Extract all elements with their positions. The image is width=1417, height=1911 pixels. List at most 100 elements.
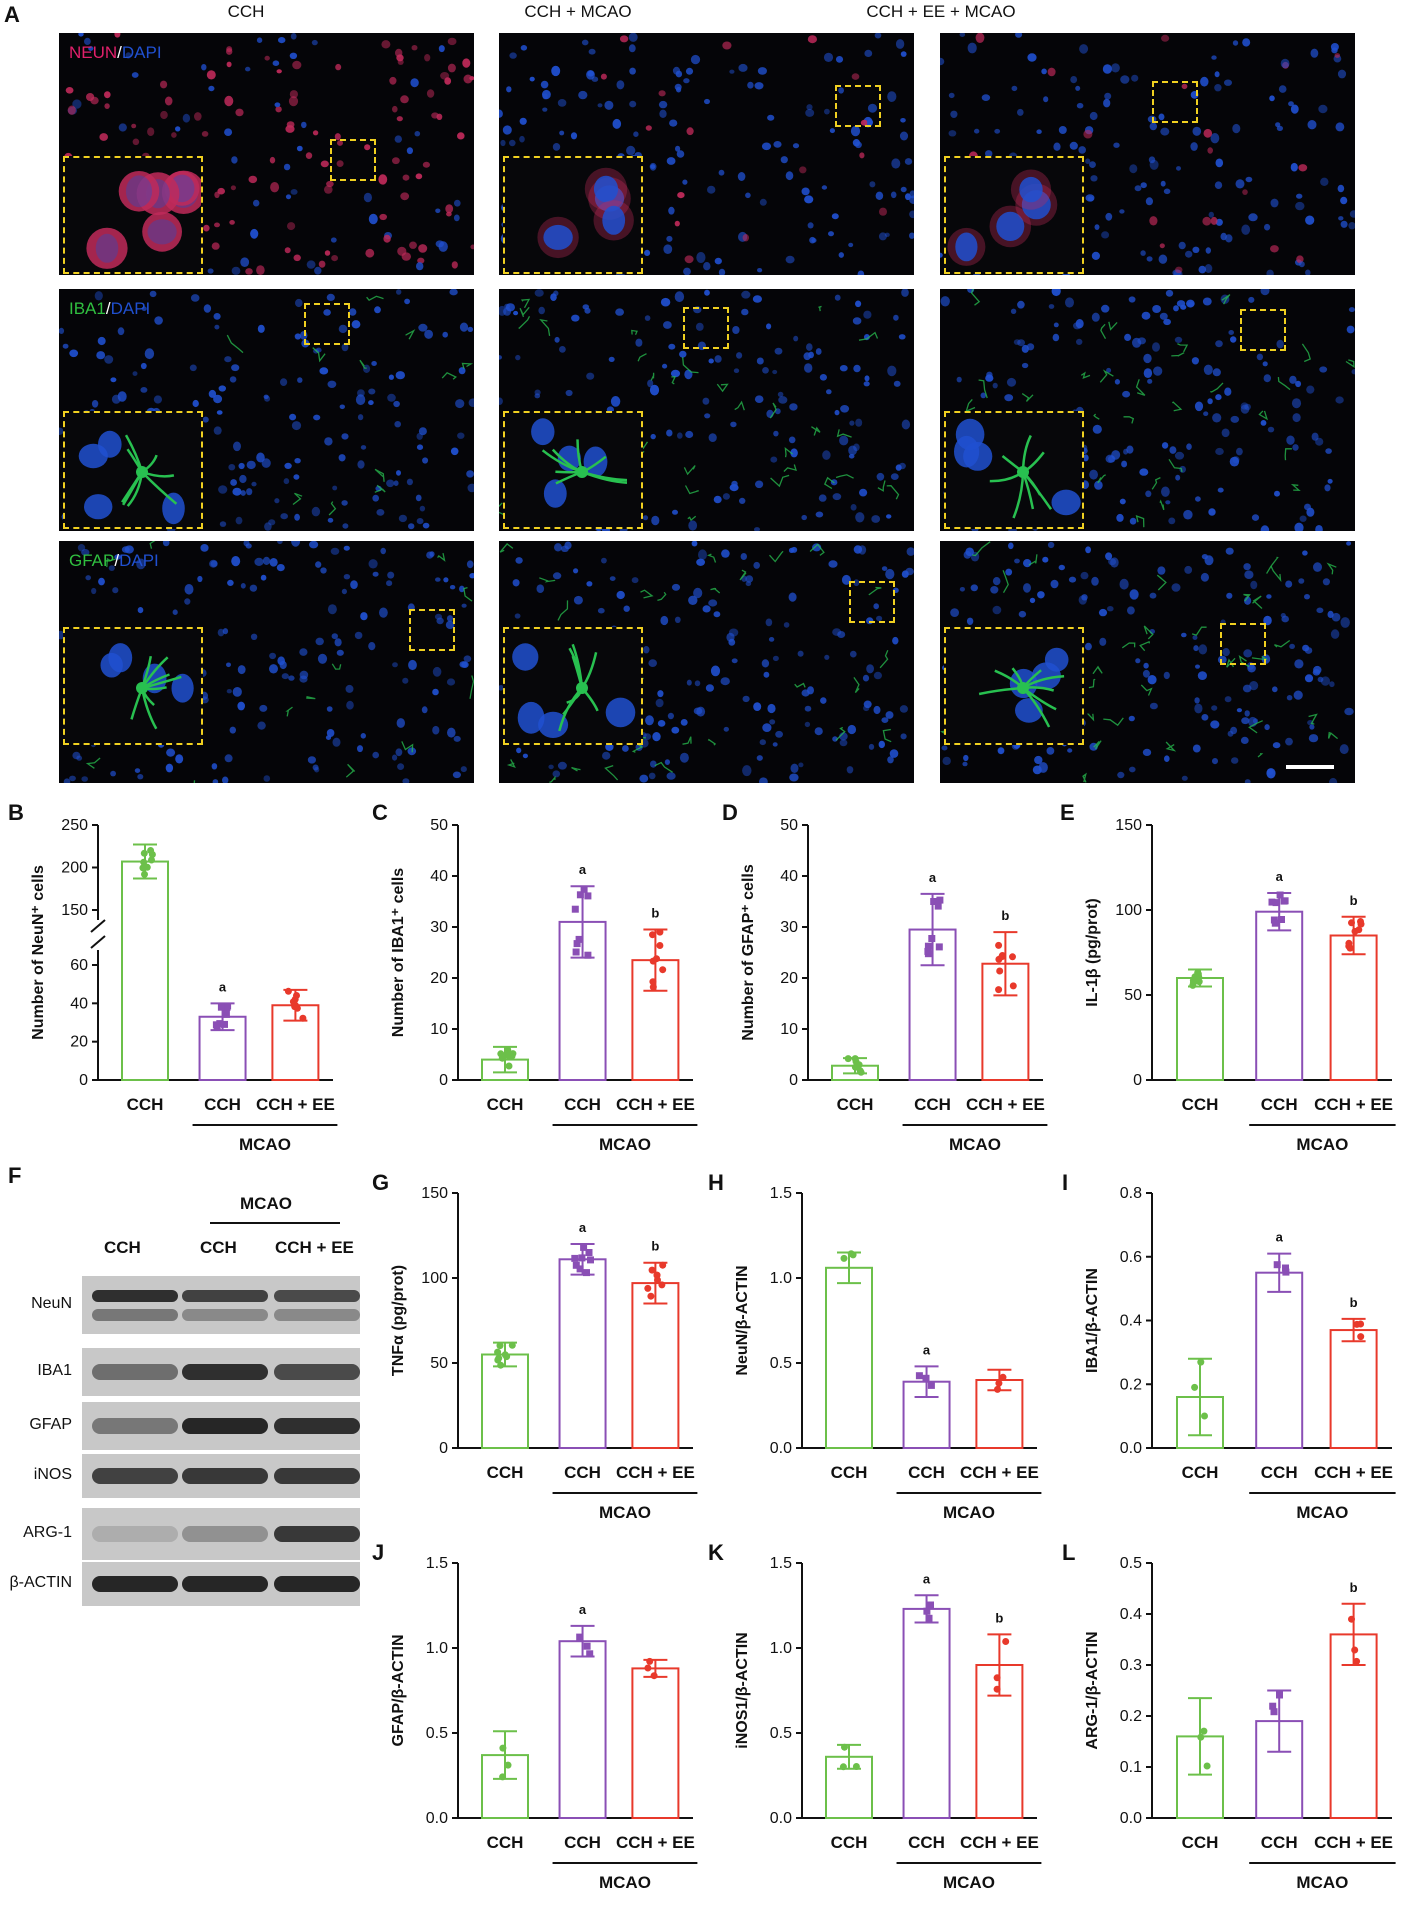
x-tick-label: CCH (487, 1463, 524, 1482)
data-point (494, 1348, 502, 1356)
x-tick-label: CCH + EE (960, 1833, 1039, 1852)
x-tick-label: CCH + EE (966, 1095, 1045, 1114)
magnified-inset (63, 627, 203, 745)
bar (481, 1353, 529, 1449)
data-point (1269, 1702, 1277, 1710)
panel-letter-g: G (372, 1170, 390, 1195)
data-point (289, 998, 297, 1006)
data-point (923, 1607, 931, 1615)
group-label: MCAO (599, 1503, 651, 1522)
significance-letter: a (579, 862, 587, 877)
y-tick-label: 30 (780, 919, 798, 936)
significance-letter: b (1350, 1580, 1358, 1595)
data-point (1280, 897, 1288, 905)
x-tick-label: CCH (1261, 1833, 1298, 1852)
wb-band-strip (82, 1508, 360, 1560)
chart-iba1-cells: 0 10 20 30 40 50 Number of IBA1⁺ cells CCH a CCH b… (390, 817, 698, 1154)
data-point (1276, 1691, 1283, 1699)
wb-band (274, 1418, 360, 1434)
wb-band (274, 1309, 360, 1322)
data-point (585, 1249, 593, 1256)
wb-band-label: GFAP (29, 1416, 72, 1433)
data-point (1272, 899, 1280, 907)
data-point (583, 1642, 591, 1650)
magnified-inset (503, 156, 643, 274)
data-point (572, 948, 580, 956)
data-point (658, 1281, 666, 1289)
bar (825, 1266, 873, 1449)
data-point (497, 1361, 505, 1369)
y-tick-label: 0 (1133, 1072, 1142, 1089)
panel-letter-k: K (708, 1540, 724, 1565)
x-tick-label: CCH (831, 1463, 868, 1482)
y-tick-label: 1.5 (770, 1185, 792, 1202)
data-point (1197, 1733, 1205, 1741)
data-point (1357, 1320, 1365, 1328)
bar (1255, 1271, 1304, 1449)
scale-bar (1286, 765, 1334, 769)
data-point (580, 885, 588, 893)
micrograph-gfap-col3 (940, 541, 1355, 783)
wb-band (182, 1364, 268, 1380)
wb-band (182, 1418, 268, 1434)
wb-band (92, 1290, 178, 1303)
y-tick-label: 0.0 (770, 1440, 792, 1457)
data-point (654, 1276, 661, 1284)
x-tick-label: CCH + EE (1314, 1463, 1393, 1482)
wb-band (92, 1468, 178, 1484)
wb-band (92, 1309, 178, 1322)
y-tick-label: 40 (430, 868, 448, 885)
data-point (928, 935, 936, 942)
data-point (1009, 982, 1017, 990)
data-point (924, 947, 932, 955)
zoom-region-box (1240, 309, 1286, 351)
y-tick-label: 0.6 (1120, 1249, 1142, 1266)
panel-letter-c: C (372, 800, 388, 825)
wb-band (182, 1290, 268, 1303)
y-axis-label: TNFα (pg/prot) (390, 1265, 407, 1376)
data-point (936, 896, 944, 904)
y-tick-label: 200 (61, 860, 88, 877)
wb-band-strip (82, 1454, 360, 1498)
data-point (140, 858, 148, 866)
bar (558, 1640, 607, 1819)
significance-letter: b (1001, 908, 1009, 923)
y-tick-label: 0.0 (1120, 1440, 1142, 1457)
data-point (1282, 1264, 1289, 1272)
y-tick-label: 150 (61, 902, 88, 919)
axis-break-mark (90, 935, 106, 949)
x-tick-label: CCH + EE (256, 1095, 335, 1114)
data-point (284, 987, 292, 995)
x-tick-label: CCH (908, 1463, 945, 1482)
significance-letter: b (995, 1610, 1003, 1625)
y-axis-label: iNOS1/β-ACTIN (734, 1632, 751, 1748)
micrograph-iba1-col2 (499, 289, 914, 531)
data-point (1348, 919, 1355, 927)
data-point (930, 898, 938, 905)
y-tick-label: 50 (1124, 987, 1142, 1004)
data-point (1189, 979, 1197, 987)
data-point (501, 1351, 509, 1359)
stain-marker-name: NEUN (69, 43, 118, 62)
data-point (995, 986, 1003, 994)
data-point (649, 983, 657, 991)
significance-letter: a (923, 1342, 931, 1357)
stain-marker-name: IBA1 (69, 299, 106, 318)
y-tick-label: 40 (70, 995, 88, 1012)
x-tick-label: CCH (564, 1463, 601, 1482)
y-axis-label: ARG-1/β-ACTIN (1084, 1631, 1101, 1749)
wb-band-label: β-ACTIN (9, 1574, 72, 1591)
data-point (857, 1068, 865, 1076)
wb-band-strip (82, 1276, 360, 1334)
significance-letter: a (929, 870, 937, 885)
y-tick-label: 250 (61, 817, 88, 834)
stain-dapi-name: DAPI (110, 299, 151, 318)
y-tick-label: 0 (789, 1072, 798, 1089)
y-tick-label: 50 (780, 817, 798, 834)
x-tick-label: CCH + EE (960, 1463, 1039, 1482)
chart-gfap-actin: 0.0 0.5 1.0 1.5 GFAP/β-ACTIN CCH a CCH CCH + EE M… (390, 1555, 698, 1892)
wb-group-label: MCAO (240, 1194, 292, 1213)
data-point (839, 1763, 847, 1771)
y-tick-label: 40 (780, 868, 798, 885)
zoom-region-box (683, 307, 729, 349)
